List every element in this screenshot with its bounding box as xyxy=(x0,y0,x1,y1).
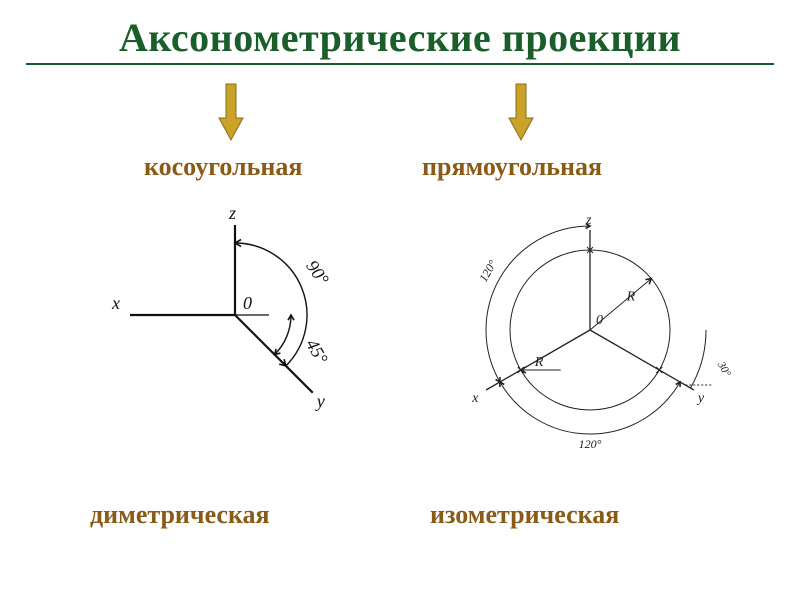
isometric-svg: xyz0RR120°120°30° xyxy=(430,200,750,460)
svg-text:z: z xyxy=(228,203,236,223)
bottom-left-label: диметрическая xyxy=(90,500,270,530)
svg-text:y: y xyxy=(696,391,705,406)
svg-text:30°: 30° xyxy=(714,359,733,380)
svg-text:x: x xyxy=(111,293,120,313)
svg-text:120°: 120° xyxy=(579,437,602,451)
svg-text:y: y xyxy=(315,391,325,411)
svg-text:120°: 120° xyxy=(476,257,500,284)
page-title: Аксонометрические проекции xyxy=(0,14,800,61)
svg-text:90°: 90° xyxy=(302,256,333,288)
title-underline xyxy=(26,63,774,65)
arrow-down-left xyxy=(218,82,244,142)
svg-text:x: x xyxy=(471,391,479,406)
svg-text:45°: 45° xyxy=(302,335,332,367)
svg-text:0: 0 xyxy=(243,293,252,313)
svg-text:R: R xyxy=(626,289,636,304)
arrow-down-right xyxy=(508,82,534,142)
dimetric-diagram: x y z 0 90° 45° xyxy=(80,200,380,460)
arrow-down-icon xyxy=(218,82,244,142)
dimetric-svg: x y z 0 90° 45° xyxy=(80,200,380,460)
svg-text:R: R xyxy=(534,355,544,370)
isometric-diagram: xyz0RR120°120°30° xyxy=(430,200,750,460)
slide: Аксонометрические проекции косоугольная … xyxy=(0,0,800,600)
subhead-left: косоугольная xyxy=(144,152,302,182)
subhead-right: прямоугольная xyxy=(422,152,602,182)
bottom-right-label: изометрическая xyxy=(430,500,619,530)
arrow-down-icon xyxy=(508,82,534,142)
